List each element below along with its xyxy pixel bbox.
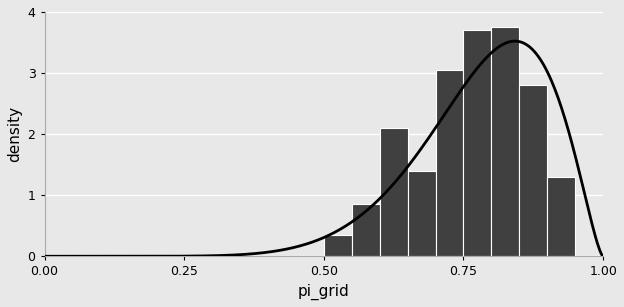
Bar — [547, 177, 575, 256]
Bar — [379, 128, 407, 256]
Bar — [407, 171, 436, 256]
Bar — [352, 204, 379, 256]
Y-axis label: density: density — [7, 106, 22, 162]
Bar — [436, 70, 464, 256]
Bar — [324, 235, 352, 256]
Bar — [492, 27, 519, 256]
X-axis label: pi_grid: pi_grid — [298, 284, 349, 300]
Bar — [464, 30, 492, 256]
Bar — [519, 85, 547, 256]
